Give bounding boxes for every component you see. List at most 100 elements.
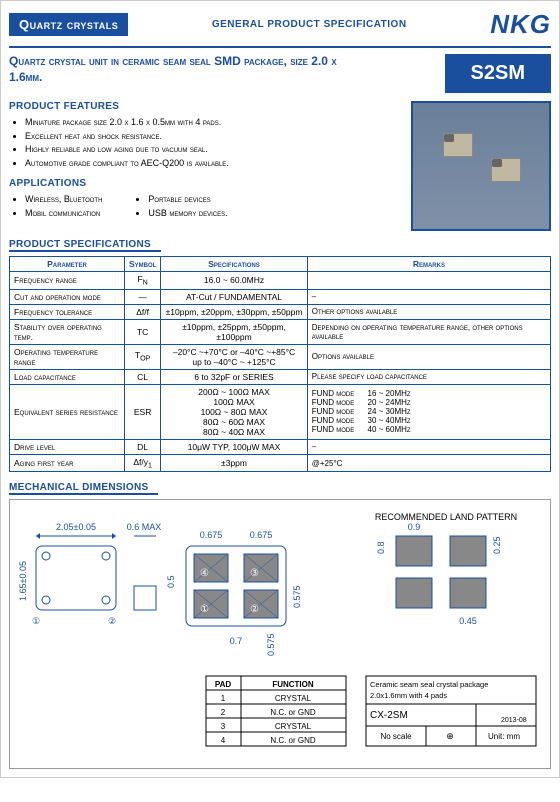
app-item: USB memory devices.: [148, 207, 227, 221]
dim-w: 2.05±0.05: [56, 522, 96, 532]
app-item: Wireless, Bluetooth: [25, 193, 102, 207]
svg-text:Unit: mm: Unit: mm: [488, 732, 520, 741]
feature-item: Highly reliable and low aging due to vac…: [25, 143, 403, 157]
table-row: Frequency toleranceΔf/f±10ppm, ±20ppm, ±…: [10, 304, 551, 319]
mech-svg: 2.05±0.05 1.65±0.05 ① ② 0.6 MAX 0.675 0.: [16, 506, 546, 764]
svg-text:4: 4: [221, 736, 226, 745]
cell-remarks: Please specify load capacitance: [307, 369, 550, 384]
app-item: Portable devices: [148, 193, 227, 207]
svg-text:CX-2SM: CX-2SM: [370, 710, 408, 721]
col-symbol: Symbol: [124, 257, 160, 272]
feature-item: Automotive grade compliant to AEC-Q200 i…: [25, 157, 403, 171]
apps-col1: Wireless, BluetoothMobil communication: [25, 193, 102, 220]
svg-text:2013-08: 2013-08: [501, 717, 527, 724]
svg-text:PAD: PAD: [215, 680, 232, 689]
col-parameter: Parameter: [10, 257, 125, 272]
cell-symbol: Δf/f: [124, 304, 160, 319]
text-column: PRODUCT FEATURES Miniature package size …: [9, 101, 403, 231]
svg-text:3: 3: [221, 722, 226, 731]
cell-param: Load capacitance: [10, 369, 125, 384]
cell-remarks: –: [307, 289, 550, 304]
feature-item: Excellent heat and shock resistance.: [25, 130, 403, 144]
table-row: Equivalent series resistanceESR200Ω ~ 10…: [10, 384, 551, 439]
svg-text:0.5: 0.5: [166, 576, 176, 589]
spec-heading: PRODUCT SPECIFICATIONS: [9, 239, 161, 252]
svg-text:0.675: 0.675: [200, 530, 223, 540]
cell-param: Drive level: [10, 439, 125, 454]
features-apps-row: PRODUCT FEATURES Miniature package size …: [9, 101, 551, 231]
col-remarks: Remarks: [307, 257, 550, 272]
svg-text:0.575: 0.575: [292, 586, 302, 609]
cell-value: 10μW TYP, 100μW MAX: [161, 439, 307, 454]
chip-image: [491, 158, 521, 182]
land-pattern-label: RECOMMENDED LAND PATTERN: [375, 512, 517, 522]
feature-item: Miniature package size 2.0 x 1.6 x 0.5mm…: [25, 116, 403, 130]
cell-remarks: Other options available: [307, 304, 550, 319]
header: Quartz crystals GENERAL PRODUCT SPECIFIC…: [9, 9, 551, 40]
cell-value: 200Ω ~ 100Ω MAX100Ω MAX100Ω ~ 80Ω MAX80Ω…: [161, 384, 307, 439]
svg-text:0.675: 0.675: [250, 530, 273, 540]
svg-text:2.0x1.6mm with 4 pads: 2.0x1.6mm with 4 pads: [370, 691, 447, 700]
applications-heading: APPLICATIONS: [9, 178, 403, 189]
svg-text:1: 1: [221, 694, 226, 703]
cell-param: Frequency tolerance: [10, 304, 125, 319]
svg-text:FUNCTION: FUNCTION: [272, 680, 314, 689]
cell-remarks: Depending on operating temperature range…: [307, 319, 550, 344]
chip-image: [443, 133, 473, 157]
app-item: Mobil communication: [25, 207, 102, 221]
cell-value: 16.0 ~ 60.0MHz: [161, 272, 307, 290]
spec-table: Parameter Symbol Specifications Remarks …: [9, 256, 551, 472]
mech-drawing-box: 2.05±0.05 1.65±0.05 ① ② 0.6 MAX 0.675 0.: [9, 499, 551, 769]
cell-param: Cut and operation mode: [10, 289, 125, 304]
cell-param: Stability over operating temp.: [10, 319, 125, 344]
cell-param: Equivalent series resistance: [10, 384, 125, 439]
cell-value: ±10ppm, ±25ppm, ±50ppm, ±100ppm: [161, 319, 307, 344]
table-row: Load capacitanceCL6 to 32pF or SERIESPle…: [10, 369, 551, 384]
cell-symbol: TC: [124, 319, 160, 344]
cell-symbol: Δf/y1: [124, 454, 160, 472]
table-row: Frequency rangeFN16.0 ~ 60.0MHz: [10, 272, 551, 290]
applications-columns: Wireless, BluetoothMobil communication P…: [9, 193, 403, 220]
features-heading: PRODUCT FEATURES: [9, 101, 403, 112]
svg-text:Ceramic seam seal crystal pack: Ceramic seam seal crystal package: [370, 680, 488, 689]
svg-text:④: ④: [200, 568, 209, 579]
header-subtitle: GENERAL PRODUCT SPECIFICATION: [128, 19, 490, 30]
table-row: Drive levelDL10μW TYP, 100μW MAX–: [10, 439, 551, 454]
svg-text:⊕: ⊕: [446, 731, 454, 741]
cell-value: AT-Cut / FUNDAMENTAL: [161, 289, 307, 304]
product-title: Quartz crystal unit in ceramic seam seal…: [9, 54, 359, 93]
svg-text:0.8: 0.8: [376, 542, 386, 555]
cell-symbol: ESR: [124, 384, 160, 439]
cell-param: Frequency range: [10, 272, 125, 290]
svg-text:①: ①: [200, 604, 209, 615]
cell-value: 6 to 32pF or SERIES: [161, 369, 307, 384]
svg-text:0.7: 0.7: [230, 636, 243, 646]
cell-remarks: –: [307, 439, 550, 454]
dim-th: 0.6 MAX: [127, 522, 162, 532]
cell-param: Operating temperature range: [10, 344, 125, 369]
info-box: Ceramic seam seal crystal package 2.0x1.…: [366, 676, 536, 746]
cell-symbol: FN: [124, 272, 160, 290]
svg-text:0.45: 0.45: [459, 616, 477, 626]
svg-text:0.575: 0.575: [266, 634, 276, 657]
table-row: Operating temperature rangeTOP–20°C ~+70…: [10, 344, 551, 369]
page: Quartz crystals GENERAL PRODUCT SPECIFIC…: [0, 0, 560, 778]
cell-remarks: [307, 272, 550, 290]
table-row: Aging first yearΔf/y1±3ppm@+25°C: [10, 454, 551, 472]
svg-text:③: ③: [250, 568, 259, 579]
svg-text:N.C. or GND: N.C. or GND: [270, 708, 316, 717]
header-category: Quartz crystals: [9, 13, 128, 36]
part-code: S2SM: [445, 54, 551, 93]
cell-remarks: Options available: [307, 344, 550, 369]
cell-param: Aging first year: [10, 454, 125, 472]
cell-value: ±10ppm, ±20ppm, ±30ppm, ±50ppm: [161, 304, 307, 319]
svg-text:CRYSTAL: CRYSTAL: [275, 694, 312, 703]
svg-text:N.C. or GND: N.C. or GND: [270, 736, 316, 745]
brand-logo: NKG: [490, 9, 551, 40]
dim-h: 1.65±0.05: [18, 561, 28, 601]
table-row: Stability over operating temp.TC±10ppm, …: [10, 319, 551, 344]
cell-value: ±3ppm: [161, 454, 307, 472]
product-photo: [411, 101, 551, 231]
cell-symbol: DL: [124, 439, 160, 454]
col-spec: Specifications: [161, 257, 307, 272]
